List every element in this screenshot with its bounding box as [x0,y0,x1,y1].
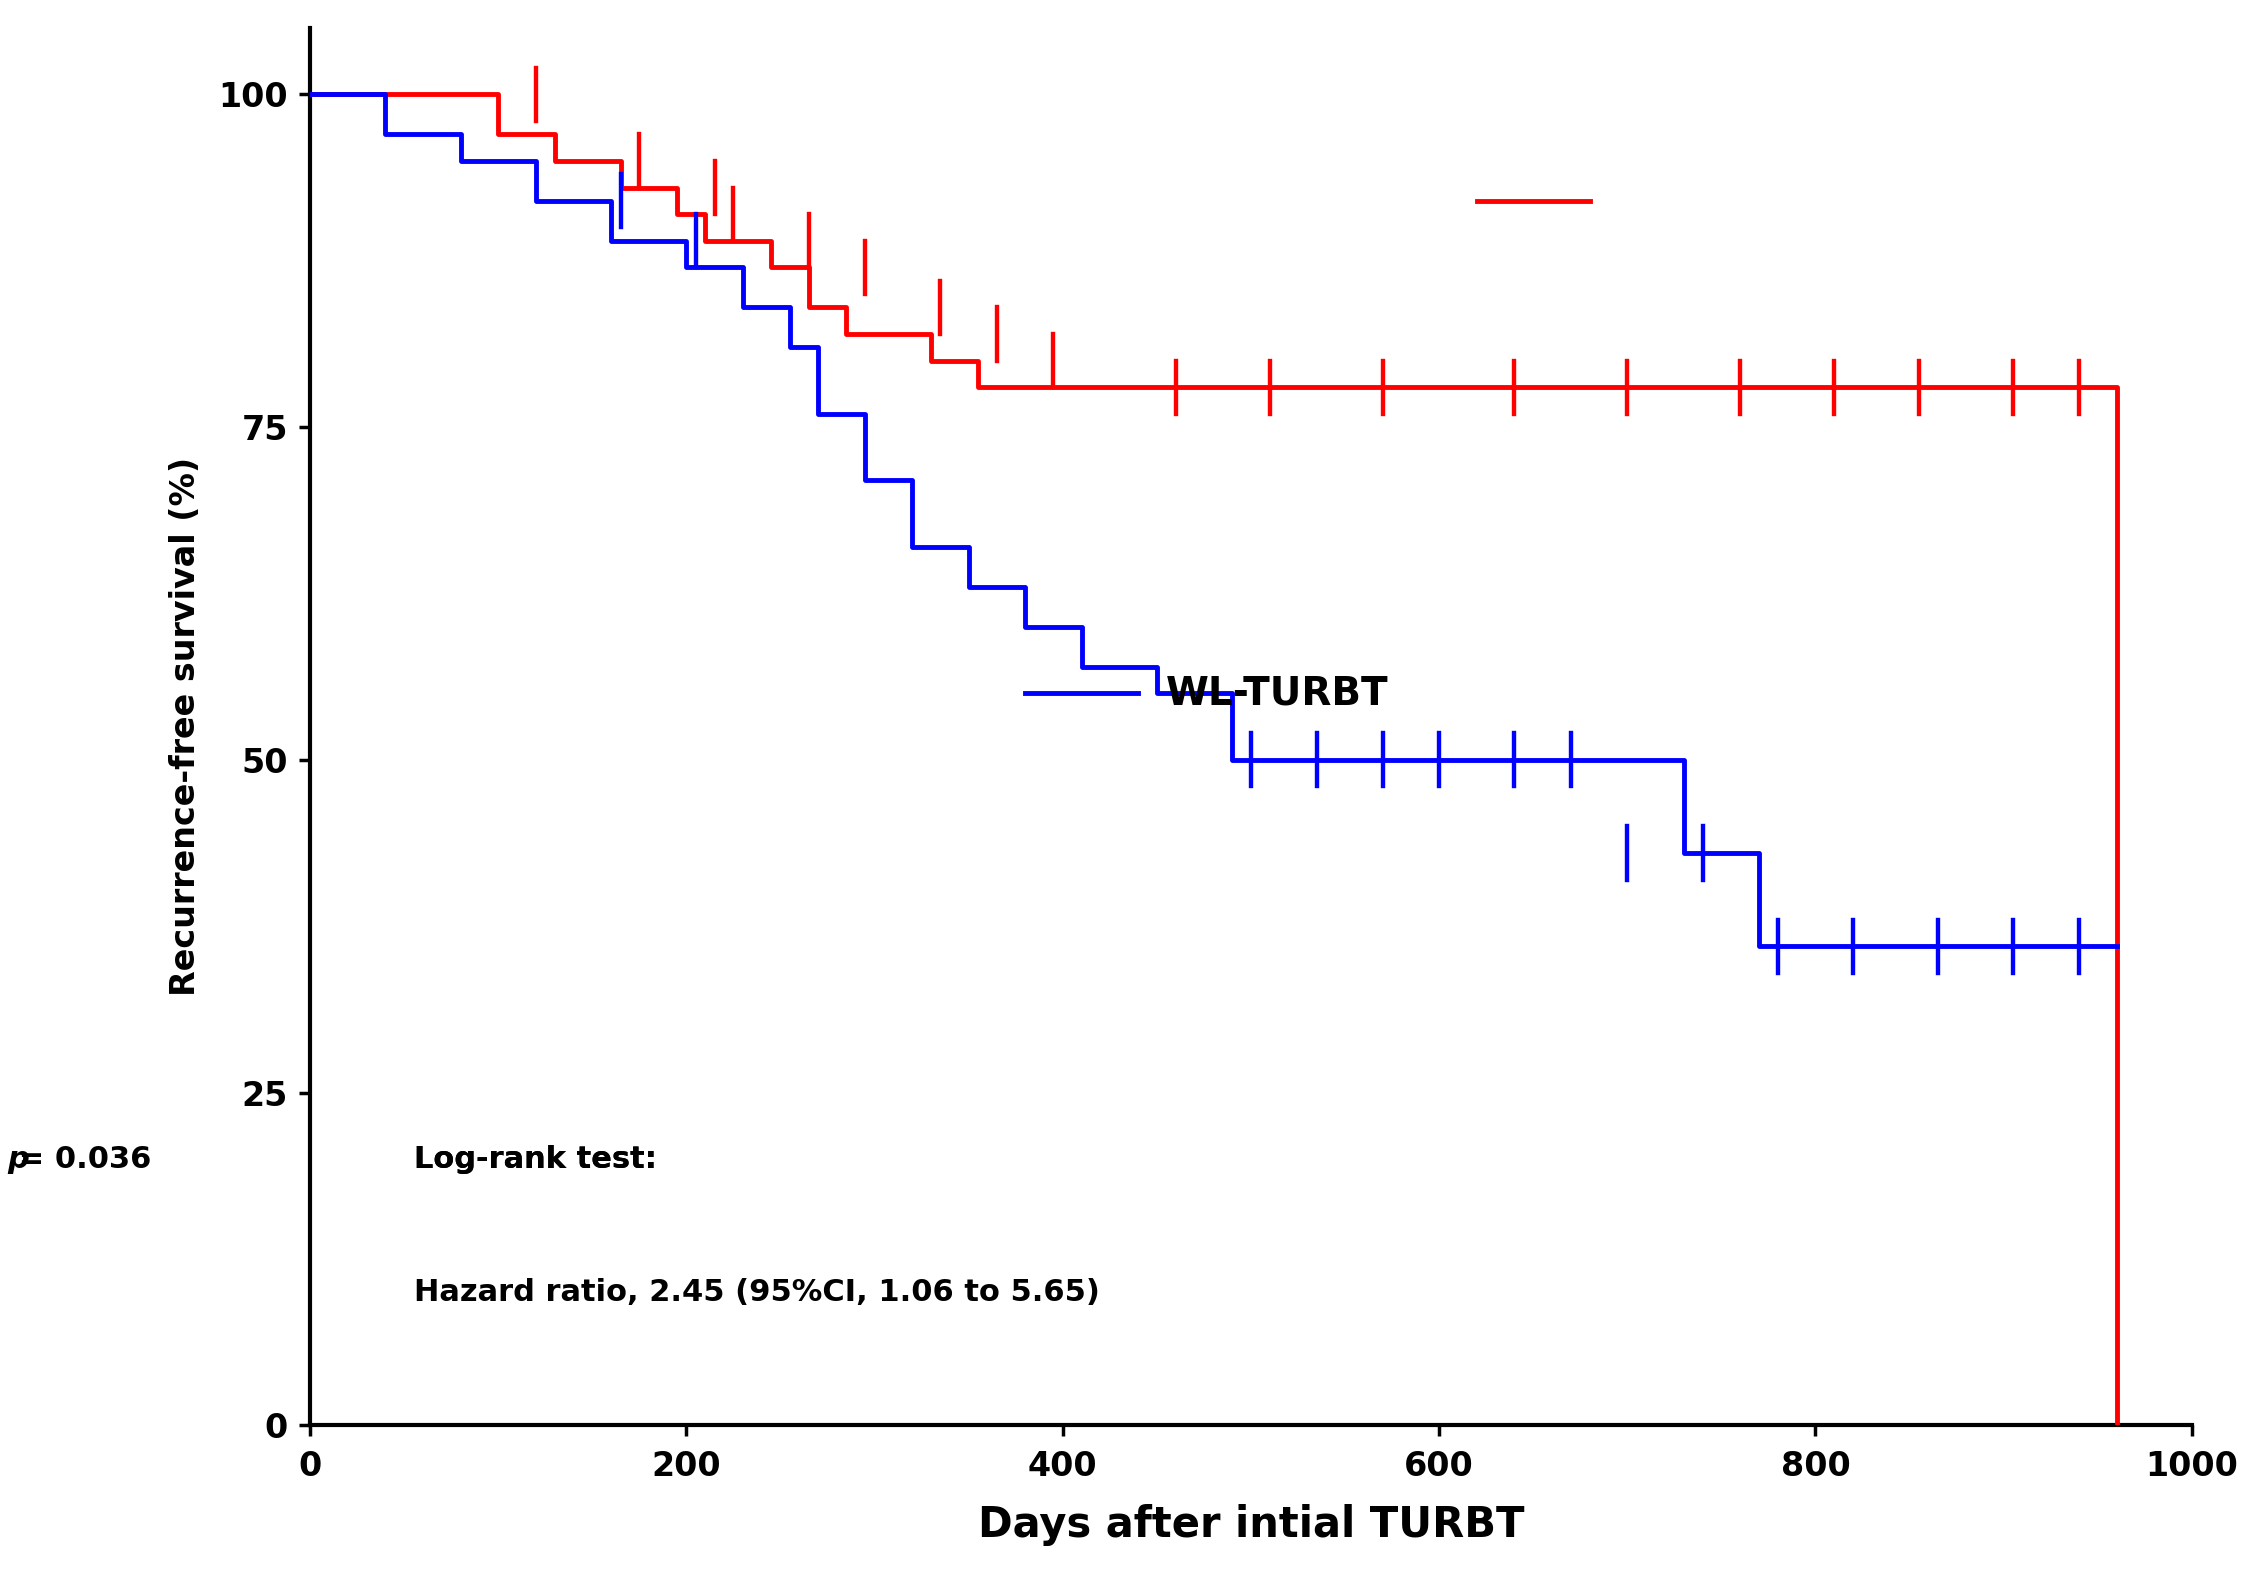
Text: Log-rank test:: Log-rank test: [412,1144,666,1174]
Text: = 0.036: = 0.036 [7,1144,152,1174]
Y-axis label: Recurrence-free survival (%): Recurrence-free survival (%) [168,456,202,996]
Text: Log-rank test:: Log-rank test: [412,1144,666,1174]
Text: WL-TURBT: WL-TURBT [1167,674,1389,713]
Text: Hazard ratio, 2.45 (95%CI, 1.06 to 5.65): Hazard ratio, 2.45 (95%CI, 1.06 to 5.65) [412,1278,1099,1306]
Text: p: p [7,1144,29,1174]
X-axis label: Days after intial TURBT: Days after intial TURBT [977,1505,1525,1546]
